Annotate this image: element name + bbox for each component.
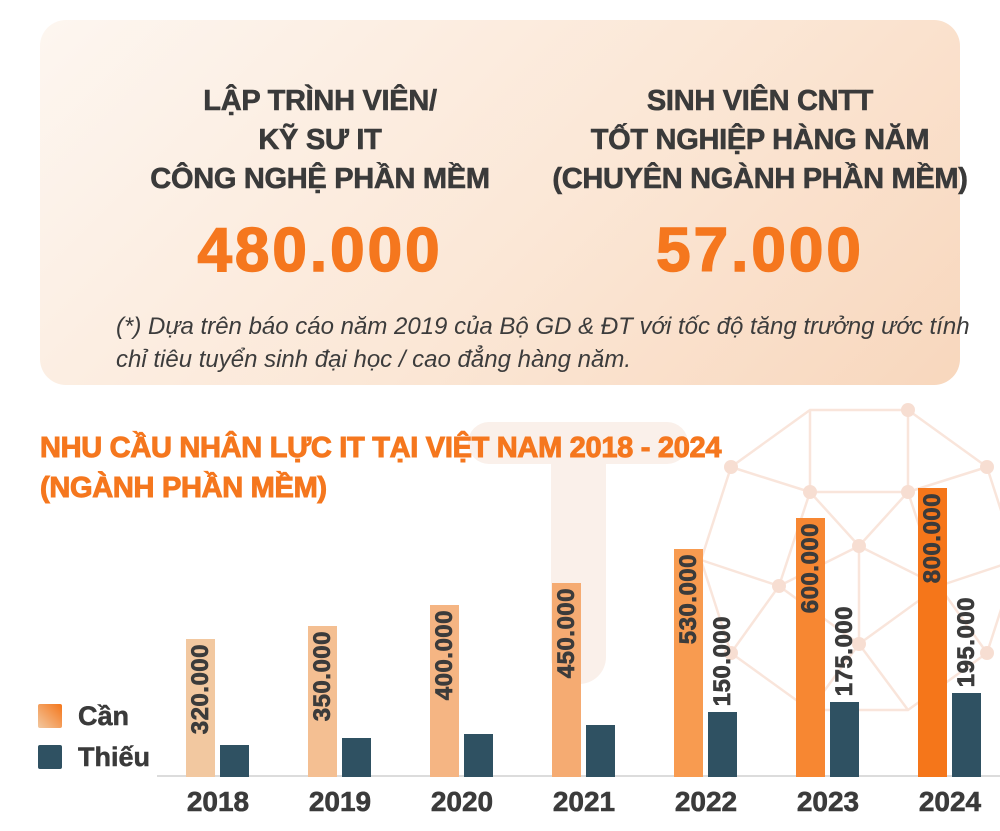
- legend-swatch-can: [38, 704, 62, 728]
- x-axis-label-2019: 2019: [308, 786, 372, 818]
- stat-developers-title-line3: CÔNG NGHỆ PHẦN MỀM: [150, 163, 490, 196]
- bar-thieu-2022: [708, 712, 737, 777]
- bar-thieu-2024: [952, 693, 981, 777]
- bar-thieu-2020: [464, 734, 493, 777]
- stat-graduates-title-line2: TỐT NGHIỆP HÀNG NĂM: [590, 124, 930, 157]
- legend-label-can: Cần: [78, 700, 130, 731]
- chart-title-line2: (NGÀNH PHẦN MỀM): [40, 472, 328, 505]
- bar-value-label-thieu-2022: 150.000: [708, 615, 736, 706]
- bar-thieu-2021: [586, 725, 615, 777]
- stat-graduates-value: 57.000: [655, 215, 864, 286]
- bar-can-2023: [796, 518, 825, 777]
- bar-thieu-2023: [830, 702, 859, 777]
- x-axis-label-2018: 2018: [186, 786, 250, 818]
- legend: Cần Thiếu: [38, 700, 151, 785]
- stat-graduates-title-line3: (CHUYÊN NGÀNH PHẦN MỀM): [552, 163, 968, 196]
- stat-graduates-title-line1: SINH VIÊN CNTT: [646, 85, 874, 118]
- stat-developers-title-line1: LẬP TRÌNH VIÊN/: [203, 85, 437, 118]
- bar-can-2020: [430, 605, 459, 777]
- bar-value-label-thieu-2023: 175.000: [830, 605, 858, 696]
- stat-developers-value: 480.000: [197, 215, 443, 286]
- bar-can-2021: [552, 583, 581, 777]
- chart-title-line1: NHU CẦU NHÂN LỰC IT TẠI VIỆT NAM 2018 - …: [40, 432, 722, 465]
- x-axis-label-2021: 2021: [552, 786, 616, 818]
- bar-can-2019: [308, 626, 337, 777]
- bar-can-2018: [186, 639, 215, 777]
- legend-item-thieu: Thiếu: [38, 741, 151, 772]
- stat-developers: LẬP TRÌNH VIÊN/ KỸ SƯ IT CÔNG NGHỆ PHẦN …: [100, 82, 540, 286]
- bar-value-label-thieu-2024: 195.000: [952, 596, 980, 687]
- bar-can-2024: [918, 488, 947, 777]
- footnote-text: (*) Dựa trên báo cáo năm 2019 của Bộ GD …: [116, 313, 970, 373]
- x-axis-label-2023: 2023: [796, 786, 860, 818]
- x-axis-label-2022: 2022: [674, 786, 738, 818]
- legend-item-can: Cần: [38, 700, 150, 731]
- x-axis-label-2020: 2020: [430, 786, 494, 818]
- bar-can-2022: [674, 549, 703, 777]
- chart-title: NHU CẦU NHÂN LỰC IT TẠI VIỆT NAM 2018 - …: [40, 428, 940, 508]
- summary-card: LẬP TRÌNH VIÊN/ KỸ SƯ IT CÔNG NGHỆ PHẦN …: [40, 20, 970, 385]
- legend-swatch-thieu: [38, 745, 62, 769]
- x-axis-label-2024: 2024: [918, 786, 982, 818]
- legend-label-thieu: Thiếu: [78, 741, 151, 772]
- stat-graduates: SINH VIÊN CNTT TỐT NGHIỆP HÀNG NĂM (CHUY…: [540, 82, 980, 286]
- stat-developers-title-line2: KỸ SƯ IT: [258, 124, 382, 157]
- bar-thieu-2018: [220, 745, 249, 777]
- bar-thieu-2019: [342, 738, 371, 777]
